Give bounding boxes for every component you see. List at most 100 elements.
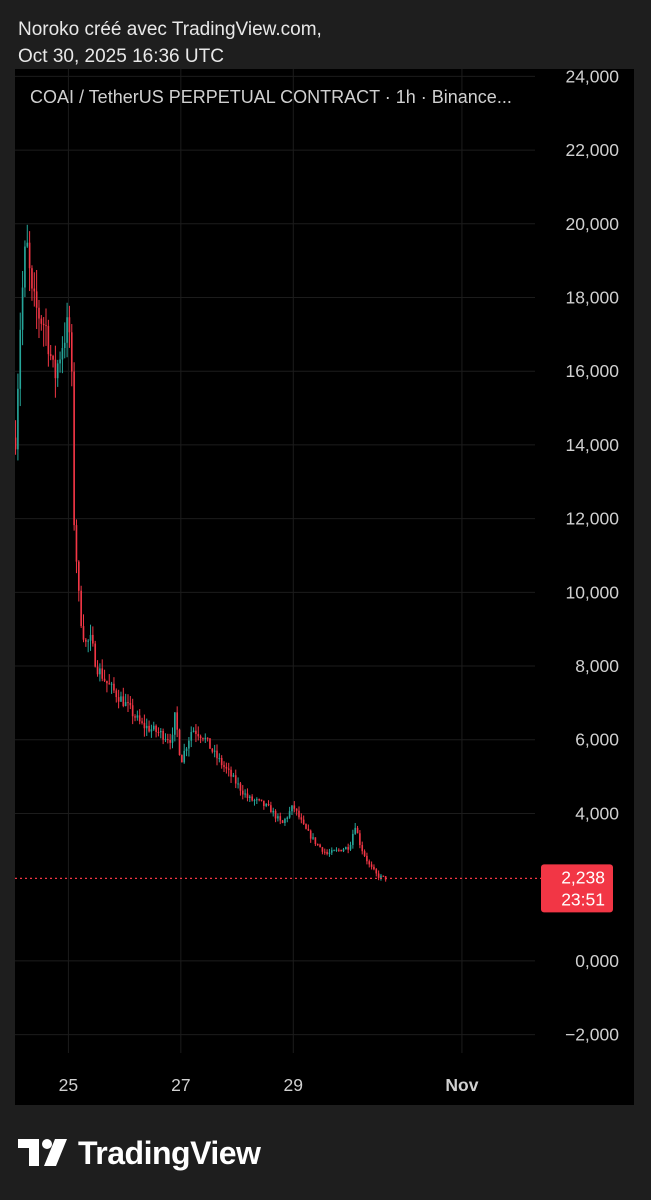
candlestick-chart[interactable]: 24,000 22,000 20,000 18,000 16,000 14,000 12,0… bbox=[15, 69, 634, 1105]
candle-body bbox=[21, 287, 24, 330]
y-tick-label: 22,000 bbox=[565, 140, 619, 160]
y-tick-label: 16,000 bbox=[565, 361, 619, 381]
candle-body bbox=[274, 810, 277, 819]
candle-body bbox=[68, 317, 71, 333]
x-tick-label: 29 bbox=[284, 1075, 303, 1095]
candle-body bbox=[267, 803, 270, 806]
header-timestamp: Oct 30, 2025 16:36 UTC bbox=[18, 46, 224, 67]
candle-body bbox=[272, 810, 275, 813]
candle-body bbox=[239, 783, 242, 791]
candle-body bbox=[92, 634, 94, 644]
y-tick-label: −2,000 bbox=[565, 1025, 619, 1045]
candle-body bbox=[368, 861, 371, 865]
candle-body bbox=[248, 796, 251, 799]
watermark-header: Noroko créé avec TradingView.com, Oct 30… bbox=[18, 16, 322, 70]
candle-body bbox=[155, 725, 157, 732]
candle-body bbox=[246, 793, 249, 799]
candle-body bbox=[202, 738, 204, 740]
candle-body bbox=[286, 817, 289, 820]
candle-body bbox=[136, 715, 139, 718]
candle-body bbox=[47, 325, 50, 355]
candle-body bbox=[61, 348, 64, 360]
candle-body bbox=[366, 855, 368, 862]
candle-body bbox=[101, 668, 104, 679]
candle-body bbox=[312, 837, 314, 839]
symbol-title: COAI / TetherUS PERPETUAL CONTRACT · 1h … bbox=[30, 87, 512, 107]
candle-body bbox=[185, 748, 188, 751]
candle-body bbox=[31, 268, 33, 289]
candle-body bbox=[232, 775, 235, 777]
candle-body bbox=[330, 850, 333, 853]
candle-body bbox=[24, 246, 26, 288]
candle-body bbox=[70, 332, 73, 372]
candle-body bbox=[326, 851, 328, 854]
candle-body bbox=[225, 766, 228, 769]
candle-body bbox=[56, 363, 59, 379]
brand-name: TradingView bbox=[78, 1134, 261, 1171]
candle-body bbox=[145, 725, 148, 729]
candle-body bbox=[124, 702, 127, 707]
candle-body bbox=[284, 819, 286, 823]
candle-body bbox=[211, 748, 214, 752]
candle-body bbox=[49, 354, 52, 356]
candle-body bbox=[176, 712, 179, 730]
candle-body bbox=[122, 696, 125, 707]
tradingview-logo-icon bbox=[18, 1139, 67, 1166]
candle-body bbox=[157, 731, 160, 733]
candle-body bbox=[270, 805, 272, 813]
candle-body bbox=[150, 729, 153, 732]
candle-body bbox=[307, 828, 310, 831]
candle-body bbox=[237, 783, 239, 785]
y-tick-label: 14,000 bbox=[565, 435, 619, 455]
candle-body bbox=[199, 736, 202, 739]
candle-body bbox=[127, 702, 129, 704]
candle-body bbox=[85, 639, 87, 642]
candle-body bbox=[35, 291, 38, 308]
candle-body bbox=[138, 715, 141, 722]
header-author-line: Noroko créé avec TradingView.com, bbox=[18, 19, 322, 40]
candle-body bbox=[40, 318, 43, 324]
candle-body bbox=[256, 799, 258, 801]
candle-body bbox=[17, 388, 19, 450]
candle-body bbox=[33, 288, 36, 292]
candle-body bbox=[73, 371, 75, 526]
tradingview-logo: TradingView bbox=[18, 1133, 261, 1173]
candle-body bbox=[314, 837, 317, 845]
candle-body bbox=[213, 750, 216, 752]
candle-body bbox=[174, 712, 176, 735]
candle-body bbox=[373, 866, 375, 870]
candle-body bbox=[335, 849, 338, 851]
candle-body bbox=[321, 847, 324, 852]
y-tick-label: 12,000 bbox=[565, 509, 619, 529]
candle-body bbox=[244, 793, 246, 795]
candle-body bbox=[293, 805, 296, 809]
candle-body bbox=[94, 643, 97, 667]
candle-body bbox=[87, 640, 89, 642]
candle-body bbox=[106, 680, 108, 684]
candle-body bbox=[141, 721, 143, 723]
y-tick-label: 0,000 bbox=[575, 951, 619, 971]
candle-body bbox=[52, 355, 54, 360]
candle-body bbox=[359, 833, 361, 846]
candle-body bbox=[279, 816, 282, 821]
candle-body bbox=[204, 737, 207, 740]
candle-body bbox=[134, 716, 136, 718]
candle-body bbox=[218, 758, 221, 760]
candle-body bbox=[227, 768, 230, 770]
candle-body bbox=[258, 799, 260, 801]
chart-panel[interactable]: 24,000 22,000 20,000 18,000 16,000 14,000 12,0… bbox=[15, 69, 634, 1105]
candle-body bbox=[263, 800, 265, 806]
candle-body bbox=[356, 827, 359, 834]
candle-body bbox=[216, 750, 218, 759]
candle-body bbox=[316, 844, 319, 846]
candle-body bbox=[159, 731, 162, 733]
candle-body bbox=[195, 730, 197, 734]
candle-body bbox=[26, 242, 29, 247]
candle-body bbox=[277, 816, 279, 819]
candle-body bbox=[166, 739, 169, 741]
candle-body bbox=[54, 359, 57, 379]
candle-body bbox=[349, 844, 352, 850]
x-tick-label: 25 bbox=[59, 1075, 78, 1095]
candle-body bbox=[192, 730, 195, 732]
candle-body bbox=[181, 755, 183, 763]
